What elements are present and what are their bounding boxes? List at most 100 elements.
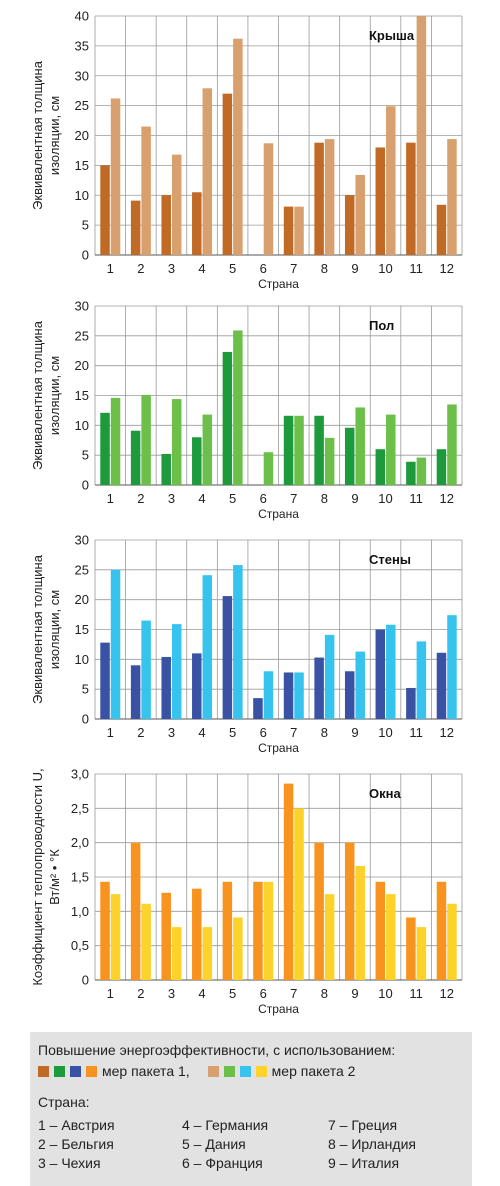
bar-series2-country-5 (233, 565, 243, 719)
bar-series1-country-2 (130, 665, 141, 719)
bar-series1-country-11 (406, 917, 416, 980)
y-tick-label: 2,0 (71, 835, 89, 850)
bar-series2-country-7 (294, 206, 304, 255)
bar-series2-country-2 (141, 394, 151, 485)
y-tick-label: 10 (75, 418, 89, 433)
y-tick-label: 0 (82, 478, 89, 493)
x-tick-label: 12 (439, 261, 453, 276)
bar-series2-country-9 (355, 407, 365, 485)
x-tick-label: 5 (229, 261, 236, 276)
y-axis-label-line: Коэффициент теплопроводности U, (30, 768, 45, 985)
x-tick-label: 10 (378, 725, 392, 740)
bar-series1-country-6 (253, 698, 263, 719)
bar-series2-country-7 (294, 672, 304, 719)
bar-series1-country-1 (100, 165, 110, 255)
x-tick-label: 1 (107, 491, 114, 506)
bar-series1-country-9 (344, 195, 355, 255)
bar-series1-country-3 (161, 195, 171, 255)
x-tick-label: 12 (439, 986, 453, 1001)
bar-series1-country-9 (344, 671, 355, 719)
panel-label: Стены (369, 552, 411, 567)
bar-series2-country-5 (233, 330, 243, 485)
y-tick-label: 10 (75, 188, 89, 203)
country-item: 9 – Италия (328, 1155, 400, 1171)
country-list-title: Страна: (38, 1094, 90, 1110)
x-tick-label: 11 (409, 491, 423, 506)
x-tick-label: 3 (168, 986, 175, 1001)
country-item: 8 – Ирландия (328, 1136, 416, 1152)
y-tick-label: 15 (75, 622, 89, 637)
bar-series2-country-9 (355, 866, 365, 980)
legend-swatch-p1-windows (86, 1065, 97, 1077)
bar-series1-country-12 (436, 652, 447, 719)
y-tick-label: 10 (75, 652, 89, 667)
x-tick-label: 7 (290, 491, 297, 506)
bar-series2-country-3 (171, 399, 182, 485)
bar-series1-country-10 (375, 449, 386, 485)
bar-series1-country-3 (161, 656, 171, 719)
y-tick-label: 25 (75, 562, 89, 577)
x-tick-label: 6 (260, 491, 267, 506)
x-tick-label: 9 (351, 261, 358, 276)
bar-series2-country-9 (355, 174, 365, 255)
y-tick-label: 20 (75, 592, 89, 607)
x-tick-label: 10 (378, 261, 392, 276)
y-tick-label: 3,0 (71, 767, 89, 782)
bar-series1-country-9 (344, 842, 355, 980)
x-tick-label: 3 (168, 491, 175, 506)
x-tick-label: 4 (198, 986, 205, 1001)
x-tick-label: 8 (321, 986, 328, 1001)
x-tick-label: 2 (137, 491, 144, 506)
x-tick-label: 5 (229, 986, 236, 1001)
bar-series1-country-12 (436, 449, 447, 485)
x-tick-label: 12 (439, 725, 453, 740)
bar-series2-country-7 (294, 415, 304, 485)
x-tick-label: 1 (107, 986, 114, 1001)
bar-series2-country-10 (386, 894, 396, 980)
y-axis-label-line: изоляции, см (47, 590, 62, 669)
bar-series2-country-9 (355, 651, 365, 719)
country-item: 5 – Дания (182, 1136, 246, 1152)
bar-series2-country-11 (416, 457, 427, 485)
bar-series2-country-6 (263, 671, 274, 719)
x-tick-label: 5 (229, 725, 236, 740)
y-tick-label: 0,5 (71, 938, 89, 953)
x-tick-label: 2 (137, 986, 144, 1001)
bar-series2-country-1 (110, 894, 121, 980)
x-tick-label: 9 (351, 986, 358, 1001)
bar-series2-country-11 (416, 927, 427, 980)
bar-series2-country-6 (263, 881, 274, 980)
bar-series1-country-6 (253, 881, 263, 980)
bar-series2-country-12 (447, 139, 457, 255)
y-tick-label: 30 (75, 68, 89, 83)
x-tick-label: 8 (321, 491, 328, 506)
bar-series1-country-11 (406, 461, 416, 485)
bar-series1-country-1 (100, 642, 110, 719)
bar-series2-country-12 (447, 404, 457, 485)
bar-series2-country-1 (110, 569, 121, 719)
x-tick-label: 9 (351, 491, 358, 506)
bar-series2-country-5 (233, 917, 243, 980)
bar-series2-country-2 (141, 126, 151, 255)
bar-series1-country-4 (192, 653, 202, 719)
x-tick-label: 9 (351, 725, 358, 740)
bar-series1-country-12 (436, 204, 447, 255)
bar-series1-country-7 (283, 415, 294, 485)
bar-series1-country-10 (375, 147, 386, 255)
y-axis-label-line: Эквивалентная толщина (30, 320, 45, 470)
bar-series1-country-8 (314, 842, 324, 980)
legend-row: мер пакета 1, мер пакета 2 (38, 1063, 365, 1079)
country-item: 4 – Германия (182, 1117, 269, 1133)
x-tick-label: 8 (321, 725, 328, 740)
bar-series2-country-1 (110, 397, 121, 485)
bar-series1-country-8 (314, 415, 324, 485)
country-item: 2 – Бельгия (38, 1136, 114, 1152)
bar-series2-country-3 (171, 154, 182, 255)
bar-series2-country-7 (294, 808, 304, 980)
bar-series1-country-2 (130, 200, 141, 255)
y-tick-label: 2,5 (71, 801, 89, 816)
bar-series1-country-4 (192, 192, 202, 255)
